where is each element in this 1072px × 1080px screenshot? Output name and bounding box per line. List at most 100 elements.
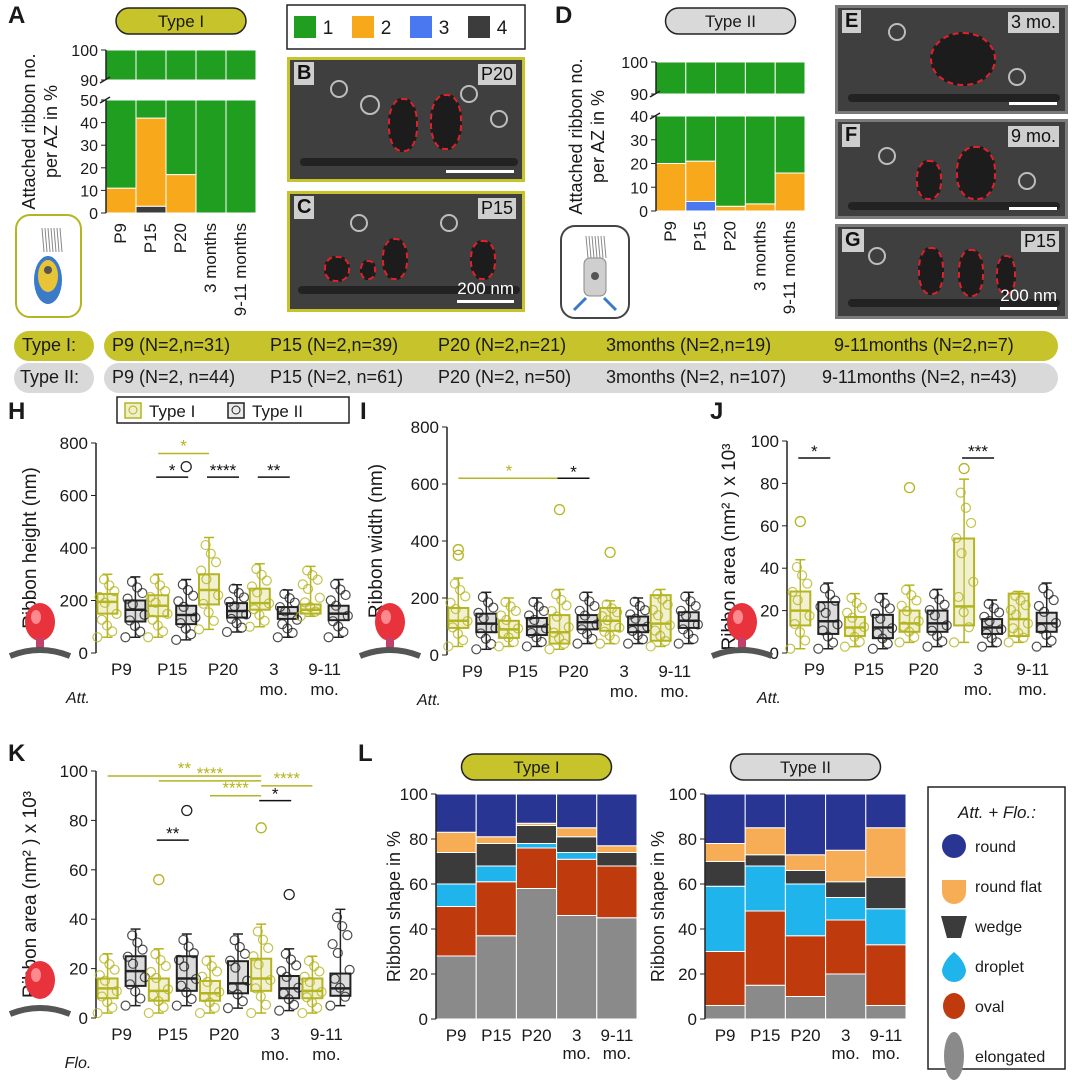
type2-point bbox=[274, 601, 286, 613]
type2-point bbox=[817, 625, 828, 636]
x-tick-label: mo. bbox=[661, 682, 689, 701]
bar-segment-upper bbox=[165, 49, 197, 81]
bar-segment-elongated bbox=[515, 888, 558, 1020]
panel-letter-d: D bbox=[555, 2, 573, 29]
type2-point bbox=[344, 964, 355, 975]
bar-segment-wedge bbox=[515, 825, 558, 844]
x-tick-label: mo. bbox=[261, 1045, 289, 1064]
type2-point bbox=[232, 989, 243, 1000]
type2-point bbox=[222, 1003, 234, 1014]
bar-segment-1 bbox=[165, 99, 197, 176]
type2-point bbox=[274, 1005, 285, 1016]
type2-point bbox=[127, 599, 138, 610]
type2-point bbox=[1033, 600, 1045, 612]
type2-n-entry: P9 (N=2, n=44) bbox=[112, 367, 236, 387]
type2-point bbox=[182, 584, 194, 596]
round-shape-icon bbox=[942, 834, 966, 858]
type1-point bbox=[614, 622, 625, 633]
type1-point bbox=[160, 586, 171, 597]
x-tick-label: 3 months bbox=[750, 221, 769, 291]
type2-point bbox=[285, 954, 297, 965]
panel-letter-g: G bbox=[842, 229, 864, 252]
type1-row-label: Type I: bbox=[22, 335, 77, 355]
bar-segment-wedge bbox=[704, 861, 746, 887]
type2-point bbox=[869, 608, 881, 619]
ribbon-outline bbox=[918, 247, 944, 295]
type1-point bbox=[851, 597, 862, 609]
type1-point bbox=[261, 575, 272, 586]
bar-segment-round-flat bbox=[825, 849, 867, 883]
y-axis-label: Ribbon height (nm) bbox=[20, 467, 41, 629]
type2-point bbox=[1038, 583, 1049, 594]
type1-point bbox=[792, 595, 803, 606]
type1-point bbox=[791, 561, 803, 573]
bar-segment-oval bbox=[515, 847, 558, 889]
vesicle bbox=[1018, 172, 1036, 190]
y-axis-label: Ribbon width (nm) bbox=[366, 464, 387, 618]
type2-point bbox=[526, 627, 537, 639]
type2-point bbox=[983, 598, 994, 609]
type2-point bbox=[179, 961, 190, 972]
type1-point bbox=[458, 635, 469, 646]
panel-letter-c: C bbox=[294, 196, 315, 219]
type1-outlier bbox=[794, 515, 806, 528]
x-tick-label: 9-11 bbox=[658, 662, 691, 681]
y-tick-label: 0 bbox=[79, 1009, 88, 1028]
type1-point bbox=[903, 626, 915, 637]
type2-point bbox=[820, 607, 831, 618]
type1-point bbox=[909, 631, 920, 643]
membrane bbox=[298, 286, 520, 294]
x-tick-label: mo. bbox=[1019, 680, 1047, 699]
vesicle bbox=[878, 147, 896, 165]
scale-bar-label: 200 nm bbox=[457, 279, 514, 298]
type2-point bbox=[329, 973, 340, 984]
type1-point bbox=[99, 953, 110, 964]
type1-point bbox=[104, 959, 115, 970]
x-tick-label: 9-11 bbox=[1016, 660, 1049, 679]
legend-label-droplet: droplet bbox=[975, 959, 1024, 976]
droplet-shape-icon bbox=[942, 952, 966, 982]
x-tick-label: 3 bbox=[270, 1025, 279, 1044]
type1-point bbox=[143, 632, 154, 643]
bar-segment-2 bbox=[685, 160, 717, 202]
stereocilia bbox=[47, 227, 51, 253]
y-axis-label: Ribbon shape in % bbox=[648, 831, 668, 982]
type1-point bbox=[96, 991, 108, 1002]
type1-point bbox=[913, 616, 924, 627]
type2-point bbox=[589, 600, 600, 612]
type1-point bbox=[844, 626, 855, 637]
stereocilia bbox=[591, 235, 595, 259]
type2-point bbox=[981, 628, 992, 639]
type2-point bbox=[325, 1000, 336, 1011]
legend-swatch-type1 bbox=[124, 402, 142, 419]
type1-point bbox=[246, 1007, 257, 1019]
y-tick-label: 400 bbox=[60, 539, 88, 558]
x-tick-label: 3 months bbox=[201, 223, 220, 293]
type1-point bbox=[649, 625, 661, 636]
type1-point bbox=[248, 951, 259, 962]
type1-point bbox=[99, 975, 111, 986]
legend-label-round: round bbox=[975, 839, 1016, 856]
type1-point bbox=[111, 985, 122, 997]
x-tick-label: P9 bbox=[462, 662, 483, 681]
x-tick-label: P20 bbox=[521, 1026, 551, 1045]
y-tick-label: 800 bbox=[60, 434, 88, 453]
type2-point bbox=[584, 596, 595, 607]
type1-point bbox=[894, 637, 905, 648]
y-tick-label: 80 bbox=[69, 811, 88, 830]
x-tick-label: 3 bbox=[619, 662, 628, 681]
type2-point bbox=[178, 934, 189, 946]
type1-point bbox=[148, 990, 159, 1001]
type2-point bbox=[325, 595, 336, 606]
type1-point bbox=[196, 565, 207, 576]
y-tick-label: 20 bbox=[409, 965, 428, 984]
type1-point bbox=[965, 517, 977, 529]
chart-title: Type II bbox=[705, 12, 756, 31]
type2-point bbox=[832, 619, 843, 630]
type1-point bbox=[498, 627, 509, 639]
type2-n-row-label: Type II: bbox=[14, 363, 94, 393]
type2-point bbox=[135, 993, 146, 1004]
type2-point bbox=[335, 584, 346, 595]
type1-point bbox=[92, 632, 103, 643]
